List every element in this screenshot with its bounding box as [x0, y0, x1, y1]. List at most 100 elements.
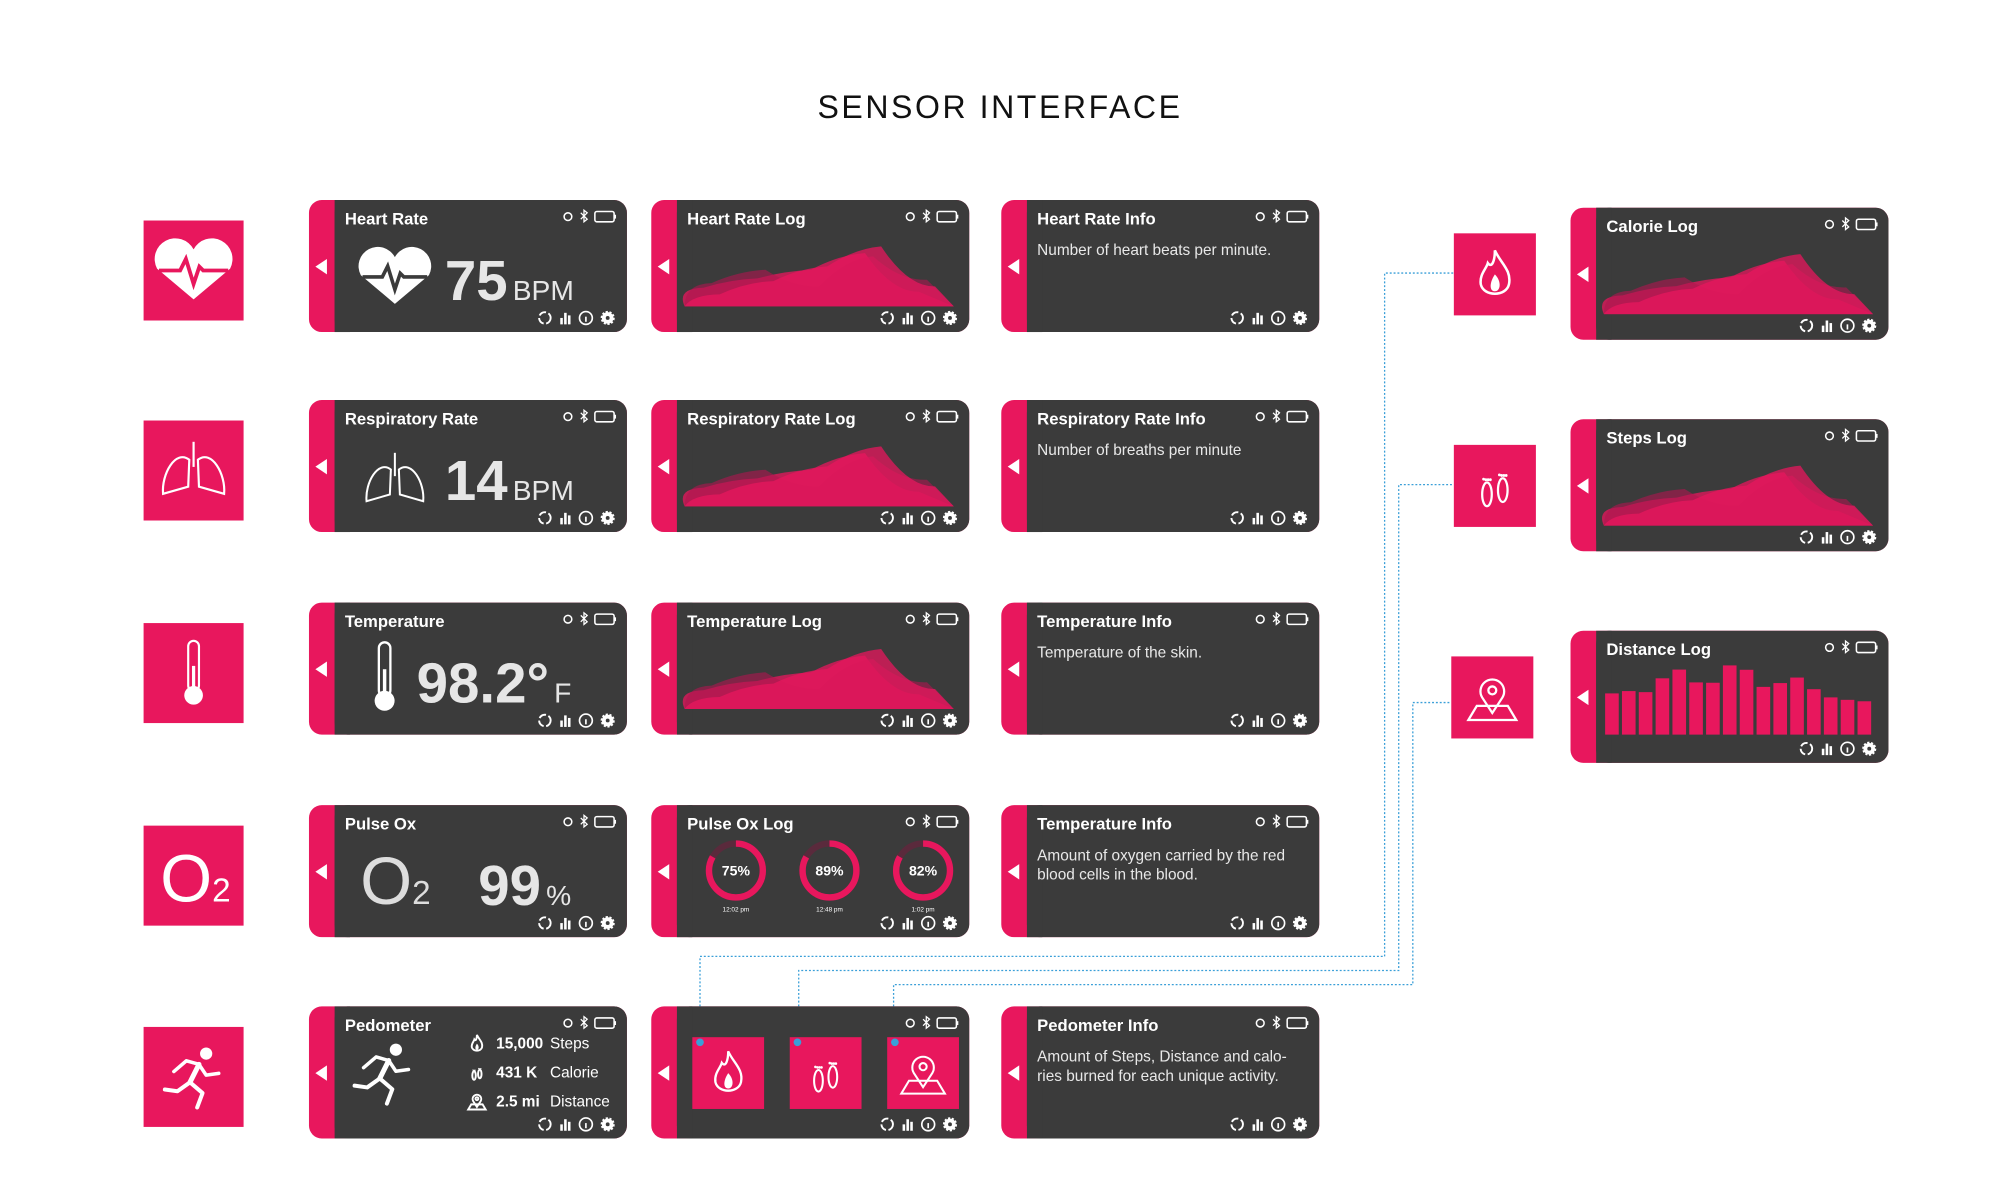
stats-button[interactable]	[910, 717, 913, 727]
stats-button[interactable]	[910, 315, 913, 325]
refresh-button[interactable]	[538, 1117, 552, 1132]
refresh-button[interactable]	[880, 713, 894, 728]
stats-button[interactable]	[567, 515, 571, 525]
refresh-button[interactable]	[1230, 311, 1244, 325]
refresh-button[interactable]	[880, 916, 894, 930]
stats-button[interactable]	[564, 917, 567, 930]
stats-button[interactable]	[1821, 748, 1825, 756]
stats-button[interactable]	[1252, 1124, 1256, 1131]
back-arrow[interactable]	[657, 1065, 670, 1081]
stats-button[interactable]	[906, 715, 909, 727]
info-button[interactable]	[1270, 510, 1286, 526]
stats-button[interactable]	[1252, 923, 1256, 930]
refresh-button[interactable]	[1799, 530, 1814, 544]
refresh-button[interactable]	[538, 916, 552, 930]
back-arrow[interactable]	[1576, 689, 1589, 706]
info-button[interactable]	[578, 510, 594, 526]
back-arrow[interactable]	[1576, 266, 1589, 283]
stats-button[interactable]	[1260, 1121, 1263, 1131]
back-arrow[interactable]	[657, 458, 670, 475]
stats-button[interactable]	[1825, 743, 1829, 756]
refresh-button[interactable]	[538, 511, 552, 525]
stats-button[interactable]	[1260, 920, 1263, 930]
refresh-button[interactable]	[1230, 511, 1244, 525]
back-arrow[interactable]	[315, 864, 327, 880]
stats-button[interactable]	[1821, 537, 1825, 544]
stats-button[interactable]	[906, 312, 909, 325]
back-arrow[interactable]	[315, 458, 327, 475]
refresh-button[interactable]	[538, 713, 552, 728]
stats-button[interactable]	[560, 517, 563, 525]
stats-button[interactable]	[1821, 325, 1825, 333]
info-button[interactable]	[1840, 318, 1855, 333]
stats-button[interactable]	[1252, 317, 1256, 325]
info-button[interactable]	[920, 510, 936, 526]
info-button[interactable]	[578, 1117, 594, 1132]
back-arrow[interactable]	[315, 661, 327, 677]
back-arrow[interactable]	[315, 258, 327, 275]
refresh-button[interactable]	[538, 311, 552, 325]
info-button[interactable]	[1270, 915, 1286, 931]
activity-icon-tile[interactable]	[1451, 656, 1534, 739]
stats-button[interactable]	[564, 312, 567, 325]
stats-button[interactable]	[1256, 917, 1259, 930]
stats-button[interactable]	[1256, 512, 1259, 525]
stats-button[interactable]	[560, 720, 563, 727]
stats-button[interactable]	[567, 920, 571, 930]
stats-button[interactable]	[1252, 517, 1256, 525]
stats-button[interactable]	[1256, 715, 1259, 727]
stats-button[interactable]	[902, 317, 906, 325]
info-button[interactable]	[578, 310, 594, 326]
info-button[interactable]	[1840, 741, 1855, 756]
stats-button[interactable]	[902, 1124, 906, 1131]
back-arrow[interactable]	[657, 258, 670, 275]
stats-button[interactable]	[1829, 534, 1833, 544]
stats-button[interactable]	[560, 1124, 563, 1131]
stats-button[interactable]	[1260, 515, 1263, 525]
stats-button[interactable]	[1260, 717, 1263, 727]
stats-button[interactable]	[560, 923, 563, 930]
info-button[interactable]	[1270, 713, 1286, 728]
sensor-icon-tile[interactable]	[143, 420, 244, 521]
back-arrow[interactable]	[1576, 478, 1589, 494]
back-arrow[interactable]	[1007, 661, 1020, 677]
info-button[interactable]	[920, 1117, 936, 1132]
stats-button[interactable]	[564, 512, 567, 525]
stats-button[interactable]	[1252, 720, 1256, 727]
sensor-icon-tile[interactable]	[143, 825, 244, 926]
info-button[interactable]	[1840, 529, 1855, 545]
refresh-button[interactable]	[1799, 318, 1814, 333]
stats-button[interactable]	[902, 923, 906, 930]
refresh-button[interactable]	[880, 311, 894, 325]
stats-button[interactable]	[567, 315, 571, 325]
back-arrow[interactable]	[657, 864, 670, 880]
stats-button[interactable]	[1256, 1119, 1259, 1131]
back-arrow[interactable]	[1007, 1065, 1020, 1081]
info-button[interactable]	[1270, 1117, 1286, 1132]
refresh-button[interactable]	[880, 511, 894, 525]
stats-button[interactable]	[1825, 320, 1829, 333]
stats-button[interactable]	[1256, 312, 1259, 325]
stats-button[interactable]	[910, 920, 913, 930]
stats-button[interactable]	[910, 515, 913, 525]
stats-button[interactable]	[567, 1121, 571, 1131]
back-arrow[interactable]	[315, 1065, 327, 1081]
refresh-button[interactable]	[1799, 741, 1814, 756]
stats-button[interactable]	[1829, 746, 1833, 756]
stats-button[interactable]	[1825, 532, 1829, 544]
stats-button[interactable]	[564, 1119, 567, 1131]
refresh-button[interactable]	[1230, 916, 1244, 930]
stats-button[interactable]	[567, 717, 571, 727]
stats-button[interactable]	[910, 1121, 913, 1131]
stats-button[interactable]	[906, 512, 909, 525]
info-button[interactable]	[920, 713, 936, 728]
info-button[interactable]	[578, 713, 594, 728]
back-arrow[interactable]	[1007, 864, 1020, 880]
info-button[interactable]	[920, 310, 936, 326]
stats-button[interactable]	[564, 715, 567, 727]
info-button[interactable]	[1270, 310, 1286, 326]
stats-button[interactable]	[560, 317, 563, 325]
activity-icon-tile[interactable]	[1453, 444, 1536, 527]
stats-button[interactable]	[902, 720, 906, 727]
stats-button[interactable]	[906, 917, 909, 930]
